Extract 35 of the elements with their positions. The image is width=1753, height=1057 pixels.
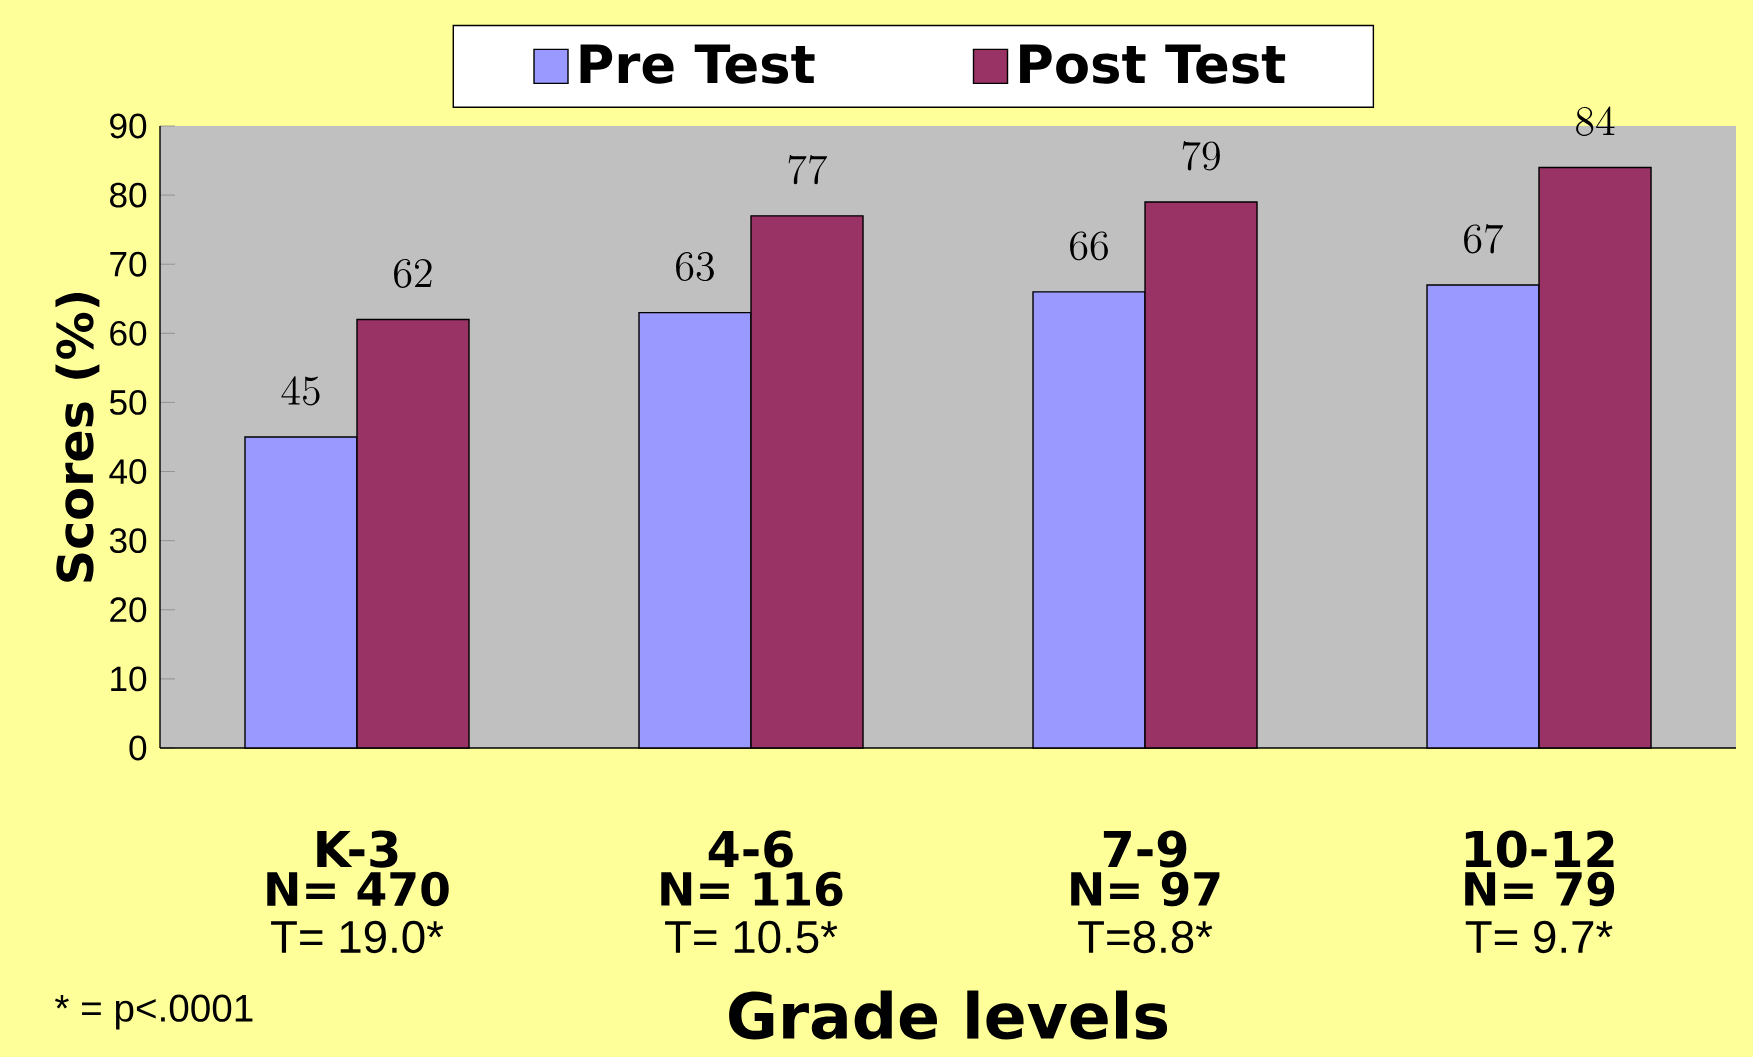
- y-tick-label: 40: [109, 459, 147, 484]
- y-tick-label: 10: [111, 666, 147, 692]
- text: T= 19.0*: [271, 920, 444, 954]
- x-tick-label: K-3: [317, 830, 398, 868]
- y-tick-label: 70: [110, 251, 147, 277]
- data-label: 77: [788, 154, 827, 185]
- data-label: 84: [1576, 106, 1615, 136]
- x-tick-label: 7-9: [1103, 830, 1187, 868]
- data-label: 67: [1464, 224, 1503, 254]
- text: N= 97: [1071, 871, 1220, 907]
- x-tick-label: 4-6: [708, 830, 793, 868]
- y-tick-label: 50: [109, 390, 147, 415]
- y-tick-label: 60: [110, 320, 147, 346]
- data-label: 63: [676, 252, 714, 282]
- legend-label: Pre Test: [580, 44, 815, 84]
- legend-label: Post Test: [1020, 44, 1286, 84]
- text: T= 9.7*: [1465, 920, 1613, 954]
- data-label: 66: [1070, 231, 1108, 261]
- y-tick-label: 80: [110, 182, 147, 208]
- text: N= 470: [267, 871, 449, 907]
- data-label: 62: [394, 259, 432, 288]
- y-tick-label: 90: [110, 113, 147, 139]
- text: N= 116: [661, 871, 843, 907]
- text: T= 10.5*: [665, 920, 838, 954]
- text: * = p<.0001: [55, 994, 253, 1030]
- y-axis-title: Scores (%): [55, 292, 100, 582]
- x-axis-title: Grade levels: [729, 990, 1168, 1040]
- text: N= 79: [1465, 871, 1615, 907]
- data-label: 79: [1182, 141, 1220, 171]
- x-tick-label: 10-12: [1465, 830, 1614, 868]
- y-tick-label: 30: [109, 528, 147, 554]
- y-tick-label: 0: [129, 735, 147, 761]
- y-tick-label: 20: [110, 597, 147, 623]
- data-label: 45: [281, 376, 320, 406]
- text: T=8.8*: [1078, 920, 1213, 954]
